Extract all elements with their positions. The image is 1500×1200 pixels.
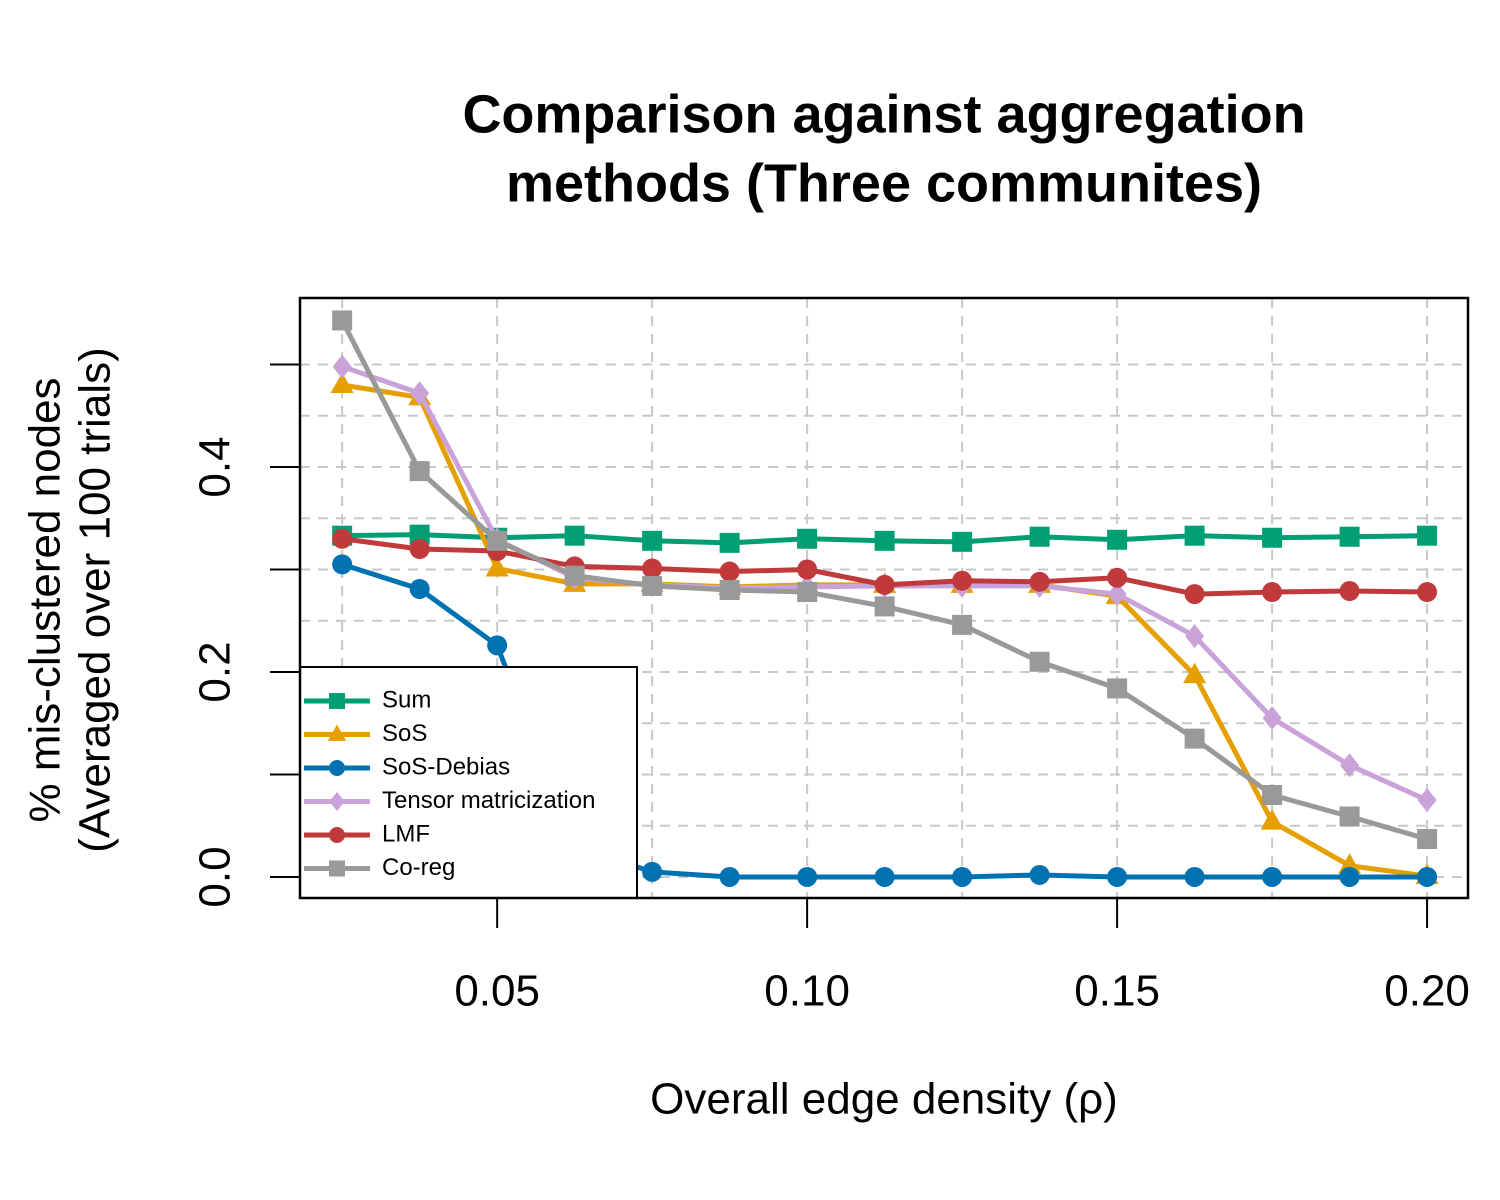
data-point [874, 530, 895, 551]
data-point [1417, 582, 1438, 603]
data-point [487, 530, 508, 551]
data-point [1339, 581, 1360, 602]
data-point [409, 578, 430, 599]
data-point [797, 528, 818, 549]
chart-title: Comparison against aggregation [462, 84, 1305, 144]
data-point [1340, 753, 1360, 778]
data-point [719, 532, 740, 553]
data-point [642, 575, 663, 596]
data-point [952, 614, 973, 635]
data-point [952, 866, 973, 887]
legend-marker [329, 860, 345, 877]
legend-marker [329, 827, 345, 843]
y-tick-label: 0.0 [191, 846, 240, 907]
data-point [332, 554, 353, 575]
data-point [719, 866, 740, 887]
data-point [1107, 582, 1127, 607]
plot-frame [298, 296, 1470, 900]
data-point [332, 528, 353, 549]
legend-marker [329, 760, 345, 776]
data-point [1262, 582, 1283, 603]
data-point [1029, 864, 1050, 885]
data-point [1417, 525, 1438, 546]
data-point [874, 596, 895, 617]
y-axis-label: % mis-clustered nodes [21, 377, 70, 822]
data-point [1417, 829, 1438, 850]
data-point [1262, 706, 1282, 731]
data-point [332, 354, 352, 379]
data-point [1184, 525, 1205, 546]
data-point [1107, 529, 1128, 550]
data-point [719, 580, 740, 601]
x-axis-label: Overall edge density (ρ) [650, 1075, 1118, 1124]
legend-label: SoS-Debias [382, 753, 510, 780]
legend-label: Sum [382, 686, 431, 713]
legend-label: SoS [382, 720, 427, 747]
data-point [1184, 728, 1205, 749]
data-point [642, 530, 663, 551]
x-tick-label: 0.15 [1074, 967, 1160, 1016]
data-point [1262, 527, 1283, 548]
data-point [1262, 784, 1283, 805]
data-point [719, 561, 740, 582]
legend-label: LMF [382, 820, 430, 847]
data-point [1339, 806, 1360, 827]
data-point [1029, 651, 1050, 672]
x-tick-label: 0.10 [764, 967, 850, 1016]
data-point [1183, 662, 1207, 684]
x-tick-label: 0.05 [454, 967, 540, 1016]
legend-marker [329, 791, 345, 812]
data-point [564, 565, 585, 586]
data-point [1107, 567, 1128, 588]
data-point [1417, 866, 1438, 887]
legend-label: Co-reg [382, 854, 455, 881]
chart-title: methods (Three communites) [506, 153, 1262, 213]
data-point [642, 861, 663, 882]
data-point [564, 525, 585, 546]
legend: Sum SoS SoS-Debias Tensor matricization LMF C… [299, 666, 638, 899]
data-point [1339, 526, 1360, 547]
data-point [1339, 866, 1360, 887]
data-point [1262, 866, 1283, 887]
data-point [485, 555, 509, 577]
data-point [952, 570, 973, 591]
data-point [1185, 624, 1205, 649]
data-point [332, 310, 353, 331]
data-point [409, 539, 430, 560]
y-tick-label: 0.4 [191, 436, 240, 497]
y-tick-label: 0.2 [191, 641, 240, 702]
data-point [1184, 584, 1205, 605]
data-point [1338, 853, 1362, 874]
data-point [1417, 788, 1437, 813]
data-point [797, 582, 818, 603]
data-point [642, 558, 663, 579]
data-point [874, 866, 895, 887]
data-point [1029, 526, 1050, 547]
legend-marker [329, 693, 345, 709]
data-point [487, 635, 508, 656]
data-point [409, 524, 430, 545]
data-point [797, 559, 818, 580]
legend-box [299, 666, 638, 899]
legend-marker [327, 724, 347, 741]
data-point [874, 574, 895, 595]
data-point [1260, 809, 1284, 830]
data-point [1107, 678, 1128, 699]
data-point [952, 531, 973, 552]
data-point [1184, 866, 1205, 887]
data-point [1029, 571, 1050, 592]
x-tick-label: 0.20 [1384, 967, 1470, 1016]
y-axis-label: (Averaged over 100 trials) [71, 347, 120, 852]
data-point [410, 381, 430, 406]
data-point [330, 372, 354, 394]
data-point [797, 866, 818, 887]
data-point [1107, 866, 1128, 887]
legend-label: Tensor matricization [382, 787, 595, 814]
data-point [409, 461, 430, 482]
